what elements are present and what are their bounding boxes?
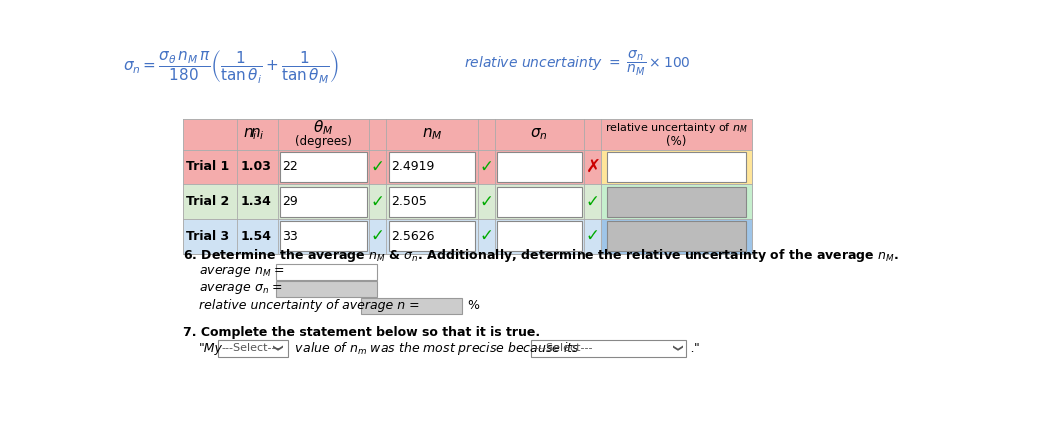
Text: 1.34: 1.34 <box>240 195 271 208</box>
Text: (degrees): (degrees) <box>295 135 352 147</box>
Text: relative uncertainty of average n =: relative uncertainty of average n = <box>198 299 420 312</box>
Text: Trial 2: Trial 2 <box>186 195 230 208</box>
Bar <box>601 184 752 219</box>
Bar <box>388 187 475 217</box>
Bar <box>280 187 366 217</box>
Bar <box>531 340 686 357</box>
Text: 29: 29 <box>282 195 299 208</box>
Bar <box>280 221 366 251</box>
Text: ✓: ✓ <box>479 158 493 176</box>
Text: 6. Determine the average $n_M$ & $\sigma_n$. Additionally, determine the relativ: 6. Determine the average $n_M$ & $\sigma… <box>183 246 899 264</box>
Text: ---Select---: ---Select--- <box>221 343 280 353</box>
Text: 1.54: 1.54 <box>240 230 271 243</box>
Bar <box>388 221 475 251</box>
Text: ✓: ✓ <box>371 227 384 245</box>
Bar <box>497 221 582 251</box>
Bar <box>183 184 752 219</box>
Text: "My: "My <box>198 342 222 355</box>
Bar <box>183 150 752 184</box>
Text: ✓: ✓ <box>479 193 493 210</box>
Text: $\theta_M$: $\theta_M$ <box>313 119 334 137</box>
Text: 2.505: 2.505 <box>390 195 427 208</box>
Text: value of $n_m$ was the most precise because its: value of $n_m$ was the most precise beca… <box>291 340 580 357</box>
Text: ✓: ✓ <box>586 193 599 210</box>
Bar <box>497 152 582 182</box>
Text: 7. Complete the statement below so that it is true.: 7. Complete the statement below so that … <box>183 326 541 339</box>
Bar <box>608 187 745 217</box>
Text: 1.03: 1.03 <box>240 160 271 173</box>
Text: 22: 22 <box>282 160 299 173</box>
Bar <box>388 152 475 182</box>
Text: $n_i$: $n_i$ <box>251 126 265 142</box>
Text: (%): (%) <box>666 135 687 147</box>
Bar <box>183 219 752 253</box>
Text: Trial 1: Trial 1 <box>186 160 230 173</box>
Text: 2.5626: 2.5626 <box>390 230 434 243</box>
Text: ✓: ✓ <box>586 227 599 245</box>
Bar <box>497 187 582 217</box>
Text: average $\sigma_n$ =: average $\sigma_n$ = <box>198 281 283 296</box>
Bar <box>183 119 752 150</box>
Text: 2.4919: 2.4919 <box>390 160 434 173</box>
Text: %: % <box>467 299 479 312</box>
Text: $n_M$: $n_M$ <box>422 126 443 142</box>
Bar <box>361 298 462 314</box>
Bar <box>280 152 366 182</box>
Text: $\sigma_n$: $\sigma_n$ <box>530 126 548 142</box>
Text: ✓: ✓ <box>371 158 384 176</box>
Text: relative uncertainty of $n_M$: relative uncertainty of $n_M$ <box>606 121 748 135</box>
Bar <box>277 281 377 297</box>
Text: ---Select---: ---Select--- <box>535 343 593 353</box>
Text: ✗: ✗ <box>586 158 600 176</box>
Text: ✓: ✓ <box>371 193 384 210</box>
Text: $relative\ uncertainty\ =\ \dfrac{\sigma_n}{n_M} \times 100$: $relative\ uncertainty\ =\ \dfrac{\sigma… <box>464 49 690 78</box>
Text: 33: 33 <box>282 230 299 243</box>
Bar <box>608 152 745 182</box>
Bar <box>601 219 752 253</box>
Bar <box>608 221 745 251</box>
Text: ✓: ✓ <box>479 227 493 245</box>
Bar <box>218 340 288 357</box>
Text: .": ." <box>690 342 699 355</box>
Text: ❯: ❯ <box>270 344 281 352</box>
Text: $n_i$: $n_i$ <box>242 126 257 142</box>
Text: average $n_M$ =: average $n_M$ = <box>198 264 285 280</box>
Text: Trial 3: Trial 3 <box>186 230 230 243</box>
Bar <box>277 264 377 280</box>
Bar <box>601 150 752 184</box>
Text: $\sigma_n = \dfrac{\sigma_\theta\, n_M\, \pi}{180}\left(\dfrac{1}{\tan\theta_i} : $\sigma_n = \dfrac{\sigma_\theta\, n_M\,… <box>123 48 339 85</box>
Text: ❯: ❯ <box>670 344 681 352</box>
